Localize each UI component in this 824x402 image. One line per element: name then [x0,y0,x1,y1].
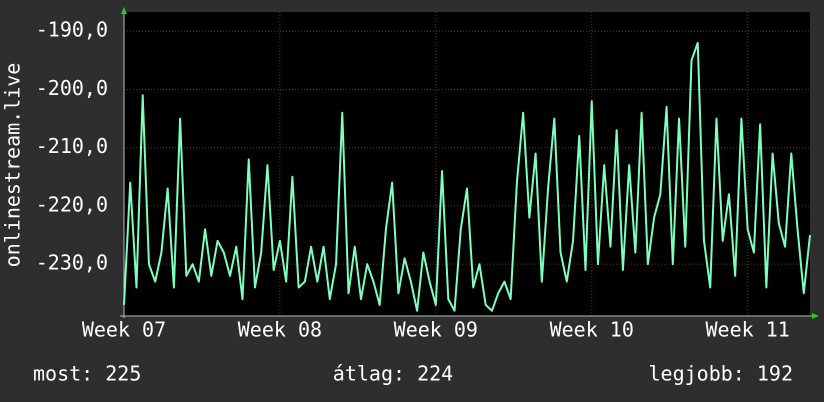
x-tick-label: Week 07 [82,318,166,342]
stat-current: most: 225 [33,362,141,386]
x-tick-label: Week 08 [238,318,322,342]
y-axis-label: onlinestream.live [1,63,25,268]
x-tick-label: Week 09 [394,318,478,342]
y-tick-label: -200,0 [36,76,108,100]
stat-average: átlag: 224 [333,362,453,386]
stat-best: legjobb: 192 [649,362,794,386]
data-line [123,41,811,312]
x-arrow [812,313,819,319]
x-tick-label: Week 11 [705,318,789,342]
x-tick-label: Week 10 [550,318,634,342]
y-tick-label: -210,0 [36,134,108,158]
y-tick-label: -230,0 [36,251,108,275]
y-tick-label: -220,0 [36,192,108,216]
y-arrow [121,7,127,14]
y-tick-label: -190,0 [36,18,108,42]
